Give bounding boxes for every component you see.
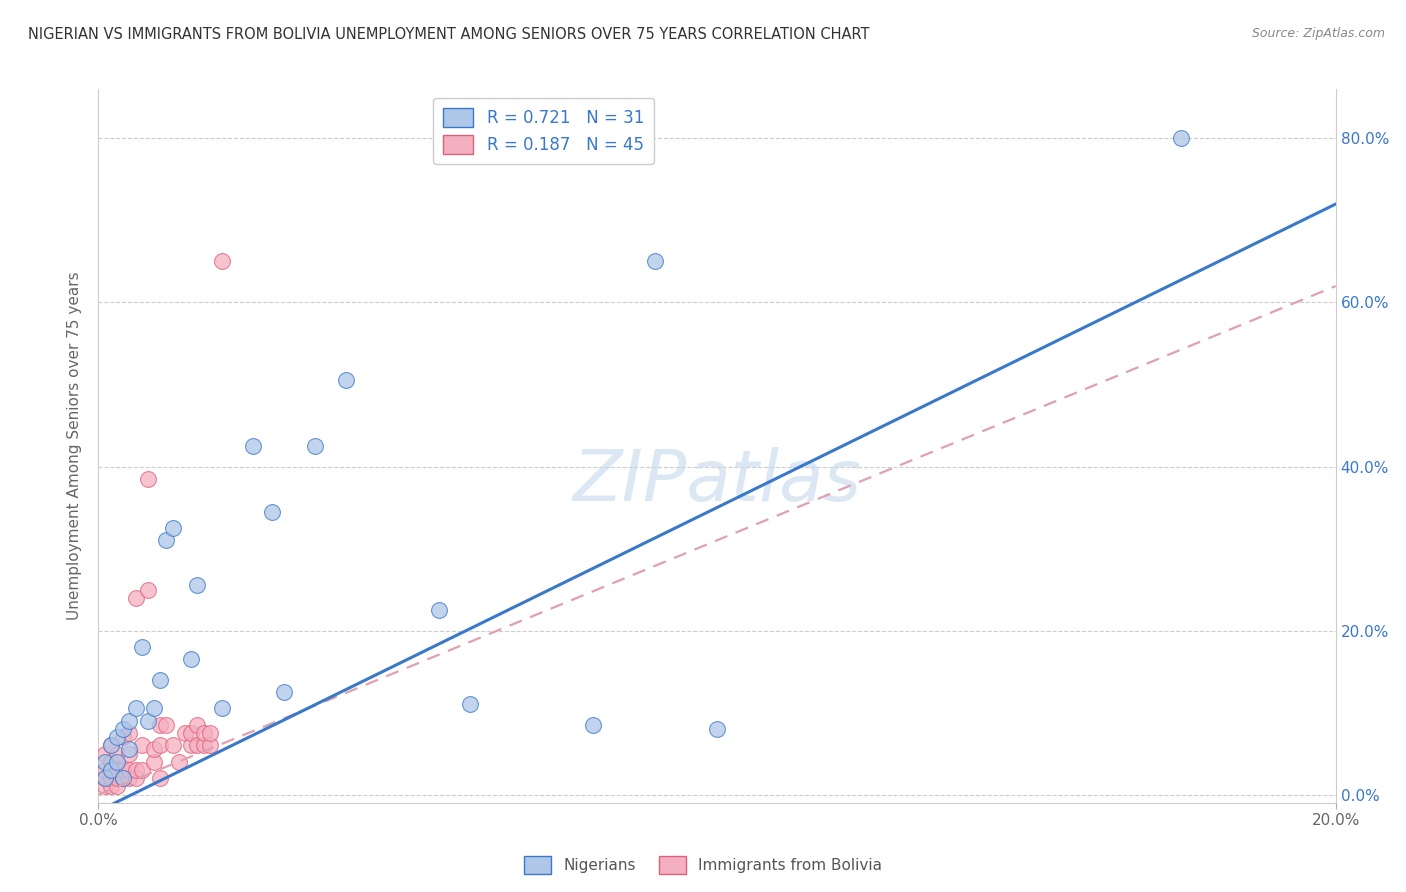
Point (155, 718, 177, 732)
Point (100, 739, 122, 753)
Point (304, 439, 326, 453)
Text: NIGERIAN VS IMMIGRANTS FROM BOLIVIA UNEMPLOYMENT AMONG SENIORS OVER 75 YEARS COR: NIGERIAN VS IMMIGRANTS FROM BOLIVIA UNEM… (28, 27, 870, 42)
Point (198, 726, 221, 740)
Point (149, 718, 172, 732)
Point (174, 726, 197, 740)
Point (242, 439, 264, 453)
Point (167, 755, 190, 769)
Point (131, 640, 153, 654)
Point (105, 763, 128, 777)
Point (93, 755, 115, 769)
Point (149, 673, 172, 687)
Point (186, 578, 208, 592)
Point (112, 730, 135, 744)
Point (93, 747, 115, 761)
Point (112, 763, 135, 777)
Point (335, 373, 357, 387)
Point (180, 726, 202, 740)
Point (149, 771, 172, 785)
Point (124, 771, 146, 785)
Point (93, 771, 115, 785)
Point (162, 739, 184, 753)
Legend: Nigerians, Immigrants from Bolivia: Nigerians, Immigrants from Bolivia (517, 850, 889, 880)
Point (162, 521, 184, 535)
Point (211, 701, 233, 715)
Point (124, 591, 146, 605)
Point (131, 763, 153, 777)
Point (118, 714, 141, 728)
Point (198, 739, 221, 753)
Point (143, 742, 166, 756)
Point (193, 739, 215, 753)
Point (105, 780, 128, 794)
Point (260, 505, 283, 519)
Point (180, 652, 202, 666)
Text: ZIPatlas: ZIPatlas (572, 447, 862, 516)
Point (93, 771, 115, 785)
Point (100, 763, 122, 777)
Point (582, 718, 605, 732)
Point (118, 763, 141, 777)
Point (136, 472, 159, 486)
Point (105, 755, 128, 769)
Point (131, 739, 153, 753)
Point (93, 763, 115, 777)
Point (136, 582, 159, 597)
Point (458, 698, 481, 712)
Point (186, 718, 208, 732)
Point (149, 739, 172, 753)
Point (112, 771, 135, 785)
Legend: R = 0.721   N = 31, R = 0.187   N = 45: R = 0.721 N = 31, R = 0.187 N = 45 (433, 97, 654, 164)
Point (100, 780, 122, 794)
Point (118, 726, 141, 740)
Point (273, 685, 295, 699)
Point (427, 603, 450, 617)
Point (143, 701, 166, 715)
Point (118, 742, 141, 756)
Point (118, 747, 141, 761)
Point (112, 722, 135, 736)
Point (105, 771, 128, 785)
Point (105, 747, 128, 761)
Point (211, 254, 233, 268)
Point (100, 739, 122, 753)
Point (124, 763, 146, 777)
Point (706, 722, 728, 736)
Point (118, 771, 141, 785)
Point (143, 755, 166, 769)
Point (100, 763, 122, 777)
Point (186, 739, 208, 753)
Text: Source: ZipAtlas.com: Source: ZipAtlas.com (1251, 27, 1385, 40)
Point (112, 771, 135, 785)
Point (100, 755, 122, 769)
Point (644, 254, 666, 268)
Point (100, 771, 122, 785)
Point (180, 739, 202, 753)
Point (93, 780, 115, 794)
Y-axis label: Unemployment Among Seniors over 75 years: Unemployment Among Seniors over 75 years (67, 272, 83, 620)
Point (105, 730, 128, 744)
Point (155, 533, 177, 548)
Point (1170, 131, 1192, 145)
Point (124, 701, 146, 715)
Point (136, 714, 159, 728)
Point (193, 726, 215, 740)
